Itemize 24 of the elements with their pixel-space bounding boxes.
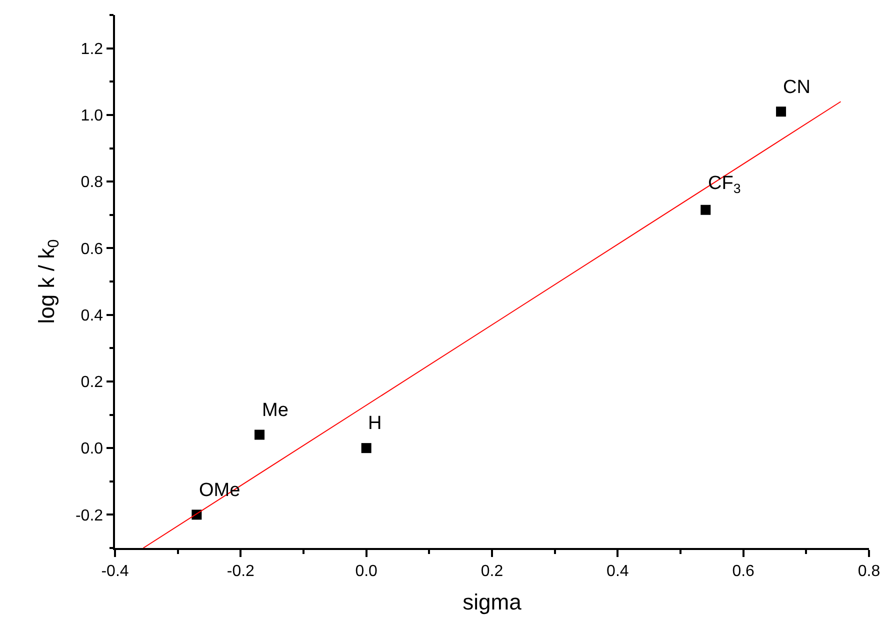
y-tick-label: 1.0 [80, 108, 104, 125]
y-tick-label: 0.8 [80, 174, 104, 192]
x-axis-title: sigma [462, 589, 522, 614]
y-tick-label: 0.0 [80, 440, 104, 458]
x-tick-label: 0.0 [355, 562, 378, 580]
y-tick-label: 0.4 [80, 307, 104, 324]
y-tick-label: -0.2 [75, 507, 104, 524]
y-tick-label: 0.2 [80, 374, 104, 392]
y-tick-label: 1.2 [80, 40, 104, 58]
x-tick-label: -0.4 [101, 562, 129, 580]
point [700, 204, 711, 215]
y-tick-label: 0.6 [80, 240, 104, 258]
x-tick-label: 0.6 [732, 562, 755, 580]
point [776, 106, 786, 117]
point [361, 443, 372, 454]
x-tick-label: -0.2 [226, 562, 255, 580]
x-tick-label: 0.2 [480, 562, 504, 580]
x-tick-label: 0.8 [858, 562, 880, 580]
annotation: Me [262, 400, 288, 421]
point [254, 430, 265, 440]
annotation: H [368, 413, 382, 434]
annotation: CF$_{3}$ [708, 173, 741, 196]
x-tick-label: 0.4 [606, 562, 629, 580]
annotation: CN [783, 77, 810, 98]
